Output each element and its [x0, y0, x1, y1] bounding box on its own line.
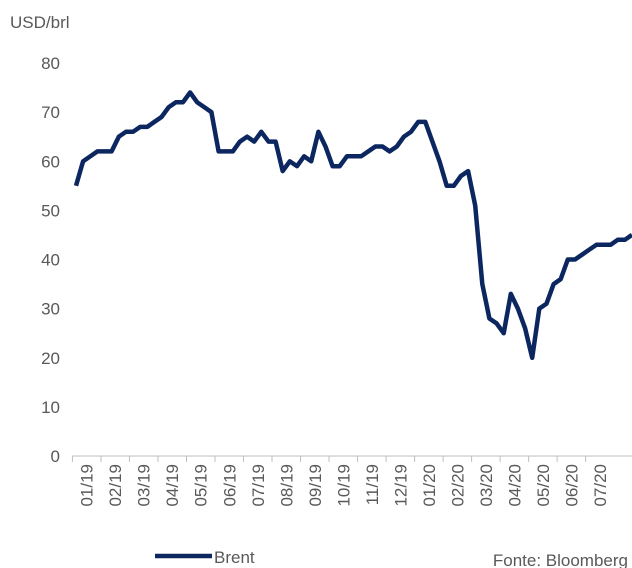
x-tick-label: 05/20 — [534, 464, 553, 507]
series-line — [73, 90, 632, 361]
x-tick-label: 01/19 — [78, 464, 97, 507]
x-tick-label: 09/19 — [306, 464, 325, 507]
x-tick-label: 10/19 — [334, 464, 353, 507]
x-tick-label: 02/20 — [448, 464, 467, 507]
y-tick-label: 20 — [41, 349, 60, 368]
source: Fonte: Bloomberg — [493, 551, 628, 568]
y-tick-label: 40 — [41, 251, 60, 270]
x-tick-label: 03/20 — [477, 464, 496, 507]
y-tick-label: 30 — [41, 300, 60, 319]
x-tick-label: 01/20 — [420, 464, 439, 507]
x-tick-label: 07/19 — [249, 464, 268, 507]
x-tick-label: 06/19 — [220, 464, 239, 507]
x-tick-label: 04/19 — [163, 464, 182, 507]
x-tick-label: 12/19 — [391, 464, 410, 507]
x-tick-label: 07/20 — [591, 464, 610, 507]
x-tick-label: 06/20 — [562, 464, 581, 507]
y-tick-label: 70 — [41, 103, 60, 122]
y-tick-label: 0 — [51, 447, 60, 466]
y-tick-label: 80 — [41, 54, 60, 73]
y-tick-label: 10 — [41, 398, 60, 417]
x-tick-label: 04/20 — [505, 464, 524, 507]
x-tick-label: 11/19 — [363, 464, 382, 505]
x-tick-label: 05/19 — [192, 464, 211, 507]
x-tick-label: 02/19 — [106, 464, 125, 507]
y-axis-label: USD/brl — [10, 13, 70, 32]
x-tick-label: 08/19 — [277, 464, 296, 507]
y-tick-label: 60 — [41, 152, 60, 171]
legend-label: Brent — [214, 548, 255, 567]
y-tick-label: 50 — [41, 201, 60, 220]
x-tick-label: 03/19 — [135, 464, 154, 507]
